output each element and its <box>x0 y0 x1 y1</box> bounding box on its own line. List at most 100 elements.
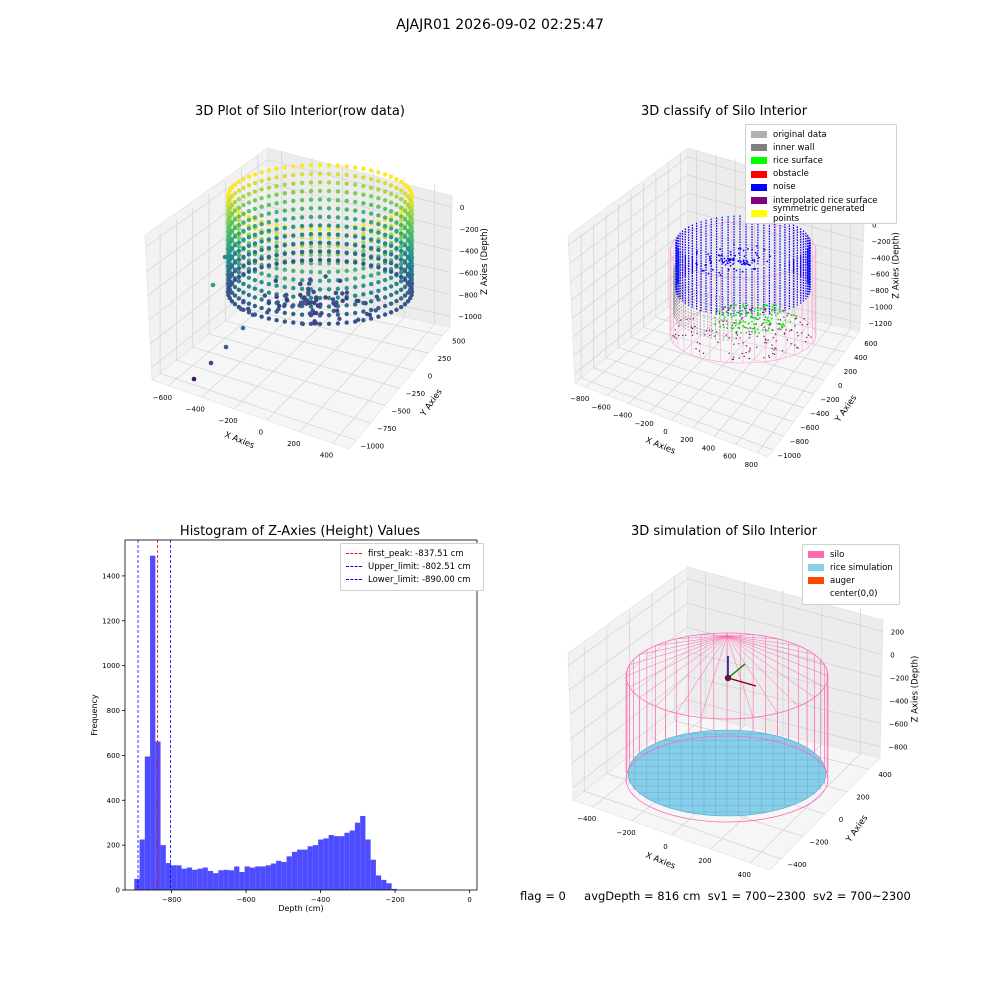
raw-point <box>317 171 323 176</box>
raw-point <box>326 240 332 246</box>
cls-xgrid <box>585 150 697 388</box>
raw-xgrid <box>332 183 436 444</box>
raw-point <box>241 185 246 191</box>
cls-noise-point <box>707 272 710 275</box>
cls-interp-point <box>716 331 718 333</box>
hist-ytick-label: 1400 <box>102 572 120 580</box>
raw-point <box>361 175 366 180</box>
cls-interp-point <box>747 311 749 314</box>
raw-point <box>317 162 323 168</box>
legend-label: rice surface <box>773 155 823 166</box>
sim-silo-top-ring <box>625 632 829 720</box>
cls-interp-point <box>771 347 773 350</box>
raw-point <box>291 181 296 186</box>
raw-point <box>308 214 314 220</box>
cls-interp-point <box>739 337 741 339</box>
raw-point <box>259 178 264 184</box>
raw-point <box>356 298 361 304</box>
cls-interp-point <box>801 323 803 326</box>
raw-xtick-label: −600 <box>153 394 172 402</box>
legend-swatch <box>808 564 824 572</box>
cls-xgrid <box>757 184 851 454</box>
raw-point <box>382 303 388 309</box>
sim-silo-spoke <box>726 635 829 677</box>
cls-interp-point <box>796 332 798 334</box>
cls-noise-point <box>740 260 742 263</box>
raw-point <box>344 285 349 291</box>
raw-point <box>282 303 287 309</box>
raw-point <box>266 237 272 242</box>
cls-rice-surface-point <box>714 316 716 319</box>
hist-bar <box>186 867 193 890</box>
cls-ztick-label: 0 <box>872 222 876 230</box>
raw-point <box>274 231 279 237</box>
cls-rice-surface-point <box>754 330 757 332</box>
cls-zgrid <box>570 210 863 301</box>
cls-interp-point <box>728 352 730 355</box>
raw-point <box>398 296 404 301</box>
cls-rice-surface-point <box>746 304 749 307</box>
cls-noise-point <box>753 260 756 263</box>
raw-point <box>265 310 270 315</box>
cls-noise-point <box>769 255 771 258</box>
raw-point <box>291 259 296 264</box>
raw-point <box>317 252 323 258</box>
raw-point <box>266 176 272 182</box>
cls-noise-point <box>703 269 705 272</box>
raw-point <box>382 232 388 237</box>
hist-bar <box>276 860 282 890</box>
raw-point <box>388 275 394 280</box>
raw-point <box>344 290 350 295</box>
raw-point <box>335 308 340 313</box>
raw-point <box>236 227 242 232</box>
raw-point <box>402 199 408 205</box>
cls-noise-point <box>709 257 712 260</box>
legend-line-swatch <box>346 579 362 581</box>
raw-point <box>409 200 414 205</box>
status-line: flag = 0 avgDepth = 816 cm sv1 = 700~230… <box>520 889 911 903</box>
cls-interp-point <box>803 318 805 320</box>
raw-point <box>259 288 264 293</box>
cls-noise-point <box>721 260 724 262</box>
sim-silo-spoke <box>700 635 728 718</box>
cls-xgrid <box>714 176 813 437</box>
panel2-title: 3D classify of Silo Interior <box>640 104 808 119</box>
hist-bar <box>333 836 340 890</box>
raw-point <box>368 228 374 233</box>
cls-noise-point <box>743 255 746 258</box>
raw-point <box>388 209 394 214</box>
cls-interp-point <box>786 339 789 341</box>
raw-point <box>388 284 394 289</box>
raw-point <box>326 269 332 275</box>
sim-ylabel: Y Axies <box>844 813 871 845</box>
cls-rice-surface-point <box>771 314 773 316</box>
hist-bar <box>197 868 203 890</box>
hist-bar <box>328 835 334 890</box>
cls-rice-surface-point <box>773 308 776 311</box>
raw-point <box>402 217 408 222</box>
cls-interp-point <box>761 311 764 314</box>
raw-point <box>317 180 323 185</box>
raw-point <box>308 197 314 202</box>
raw-point <box>241 246 246 251</box>
sim-zlabel: Z Axies (Depth) <box>911 656 921 723</box>
raw-point <box>335 215 341 220</box>
raw-point <box>274 218 279 223</box>
raw-point <box>299 312 305 317</box>
raw-point <box>299 163 305 168</box>
raw-point <box>408 296 413 301</box>
raw-point <box>308 252 314 257</box>
raw-point <box>405 211 411 216</box>
raw-point <box>368 299 374 304</box>
raw-point <box>266 202 272 208</box>
cls-xtick-label: 0 <box>663 428 667 436</box>
cls-xtick-label: −800 <box>570 395 589 403</box>
cls-rice-surface-point <box>733 309 736 312</box>
raw-xtick-label: −400 <box>186 405 205 413</box>
raw-point <box>382 198 388 203</box>
cls-interp-point <box>774 333 777 335</box>
raw-point <box>308 226 314 231</box>
cls-noise-point <box>735 269 738 272</box>
sim-silo-spoke <box>676 635 728 714</box>
raw-point <box>282 173 287 179</box>
